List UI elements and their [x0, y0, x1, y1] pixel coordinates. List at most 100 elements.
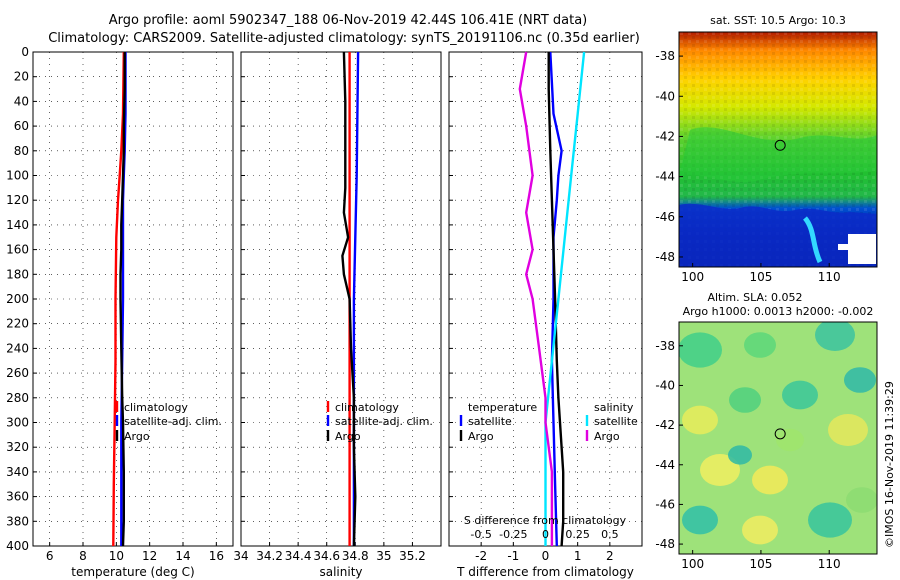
- diff-legend-label: Argo: [594, 430, 620, 443]
- sst-land-mask-2: [838, 244, 852, 250]
- sla-blob: [782, 380, 818, 410]
- diff-xtick2-label: 0.5: [601, 528, 619, 541]
- difference-panel: -2 -1 0 1 2 T difference from climatology temp…: [448, 51, 643, 579]
- sst-ytick-label: -42: [655, 129, 675, 143]
- sla-blob: [729, 387, 761, 413]
- sla-map-subtitle: Argo h1000: 0.0013 h2000: -0.002: [683, 305, 874, 318]
- sst-map-axes: 100 105 110 -38 -40 -42 -44 -46 -48: [655, 49, 840, 284]
- sla-ytick-label: -48: [655, 537, 675, 551]
- temp-frame: [32, 51, 234, 547]
- sla-blob: [682, 405, 718, 435]
- sst-argo-marker: [774, 139, 786, 151]
- series-line-argo: [119, 52, 126, 547]
- xtick-label: -1: [507, 549, 519, 563]
- ytick-label: 80: [14, 144, 29, 158]
- xtick-label: 16: [209, 549, 224, 563]
- salinity-panel: 34 34.2 34.4 34.6 34.8 35 35.2 salinity climatol…: [233, 51, 442, 579]
- xtick-label: -2: [475, 549, 487, 563]
- header-line-1: Argo profile: aoml 5902347_188 06-Nov-20…: [109, 13, 588, 28]
- ytick-label: 0: [21, 45, 29, 59]
- sal-legend-label: Argo: [335, 430, 361, 443]
- sst-ytick-label: -44: [655, 170, 675, 184]
- sla-ytick-label: -42: [655, 418, 675, 432]
- sla-blob: [700, 454, 740, 486]
- xtick-label: 34.8: [342, 549, 369, 563]
- sst-xtick-label: 105: [749, 270, 772, 284]
- xtick-label: 2: [606, 549, 614, 563]
- ytick-label: 140: [6, 218, 29, 232]
- sst-green-patches: [679, 127, 877, 183]
- sla-blob: [844, 367, 876, 393]
- temperature-panel: 0 20 40 60 80 100 120 140 160 180 200 220 240 260 280 3…: [6, 45, 234, 579]
- sla-xtick-label: 100: [681, 557, 704, 571]
- sal-frame: [240, 51, 442, 547]
- sal-legend-label: climatology: [335, 401, 399, 414]
- sla-blob: [828, 414, 868, 446]
- ytick-label: 200: [6, 292, 29, 306]
- diff-xtick2-label: -0.5: [470, 528, 491, 541]
- xtick-label: 34.4: [285, 549, 312, 563]
- xtick-label: 12: [142, 549, 157, 563]
- ytick-label: 260: [6, 366, 29, 380]
- sst-ytick-label: -40: [655, 89, 675, 103]
- temp-xlabel: temperature (deg C): [71, 565, 194, 579]
- series-line-climatology: [112, 51, 125, 547]
- diff-legend-salinity-title: salinity: [594, 401, 634, 414]
- xtick-label: 14: [175, 549, 190, 563]
- diff-xtick2-label: 0: [542, 528, 549, 541]
- sst-ytick-label: -38: [655, 49, 675, 63]
- xtick-label: 10: [109, 549, 124, 563]
- xtick-label: 34.6: [313, 549, 340, 563]
- sla-ytick-label: -46: [655, 497, 675, 511]
- xtick-label: 0: [542, 549, 550, 563]
- ytick-label: 280: [6, 391, 29, 405]
- diff-legend-label: satellite: [594, 415, 638, 428]
- xtick-label: 8: [79, 549, 87, 563]
- diff-xtick2-label: -0.25: [499, 528, 527, 541]
- diff-xlabel2: S difference from climatology: [464, 514, 627, 527]
- xtick-label: 1: [574, 549, 582, 563]
- ytick-label: 60: [14, 119, 29, 133]
- ytick-label: 120: [6, 193, 29, 207]
- sst-front-blue: [679, 203, 877, 267]
- sst-map-title: sat. SST: 10.5 Argo: 10.3: [710, 14, 846, 27]
- sla-blob: [752, 465, 788, 495]
- diff-xtick2-label: 0.25: [565, 528, 590, 541]
- sla-map: [679, 322, 877, 554]
- sla-blob: [728, 445, 752, 465]
- sla-argo-marker: [774, 428, 786, 440]
- series-line-s-argo: [518, 51, 554, 546]
- ytick-label: 400: [6, 539, 29, 553]
- xtick-label: 35.2: [399, 549, 426, 563]
- sla-ytick-label: -38: [655, 339, 675, 353]
- sla-blobs: [679, 322, 877, 545]
- sla-blob: [679, 332, 722, 368]
- sla-blob: [744, 332, 776, 358]
- ytick-label: 340: [6, 465, 29, 479]
- ytick-label: 240: [6, 341, 29, 355]
- sla-ytick-label: -44: [655, 458, 675, 472]
- ytick-label: 100: [6, 169, 29, 183]
- temp-legend-label: Argo: [124, 430, 150, 443]
- ytick-label: 160: [6, 243, 29, 257]
- temp-legend-label: satellite-adj. clim.: [124, 415, 222, 428]
- ytick-label: 300: [6, 416, 29, 430]
- temp-legend-label: climatology: [124, 401, 188, 414]
- ytick-label: 320: [6, 440, 29, 454]
- sla-blob: [682, 505, 718, 535]
- diff-legend-label: satellite: [468, 415, 512, 428]
- ytick-label: 360: [6, 490, 29, 504]
- sal-legend-label: satellite-adj. clim.: [335, 415, 433, 428]
- sla-blob: [846, 487, 877, 513]
- sla-xtick-label: 110: [818, 557, 841, 571]
- xtick-label: 6: [46, 549, 54, 563]
- sla-blob: [776, 428, 804, 452]
- sla-xtick-label: 105: [749, 557, 772, 571]
- sla-map-frame: [678, 321, 878, 555]
- ytick-label: 40: [14, 94, 29, 108]
- imos-stamp: ©IMOS 16-Nov-2019 11:39:29: [883, 381, 896, 548]
- ytick-label: 180: [6, 267, 29, 281]
- sst-cyan-filament: [802, 216, 823, 264]
- sst-map-frame: [678, 31, 878, 268]
